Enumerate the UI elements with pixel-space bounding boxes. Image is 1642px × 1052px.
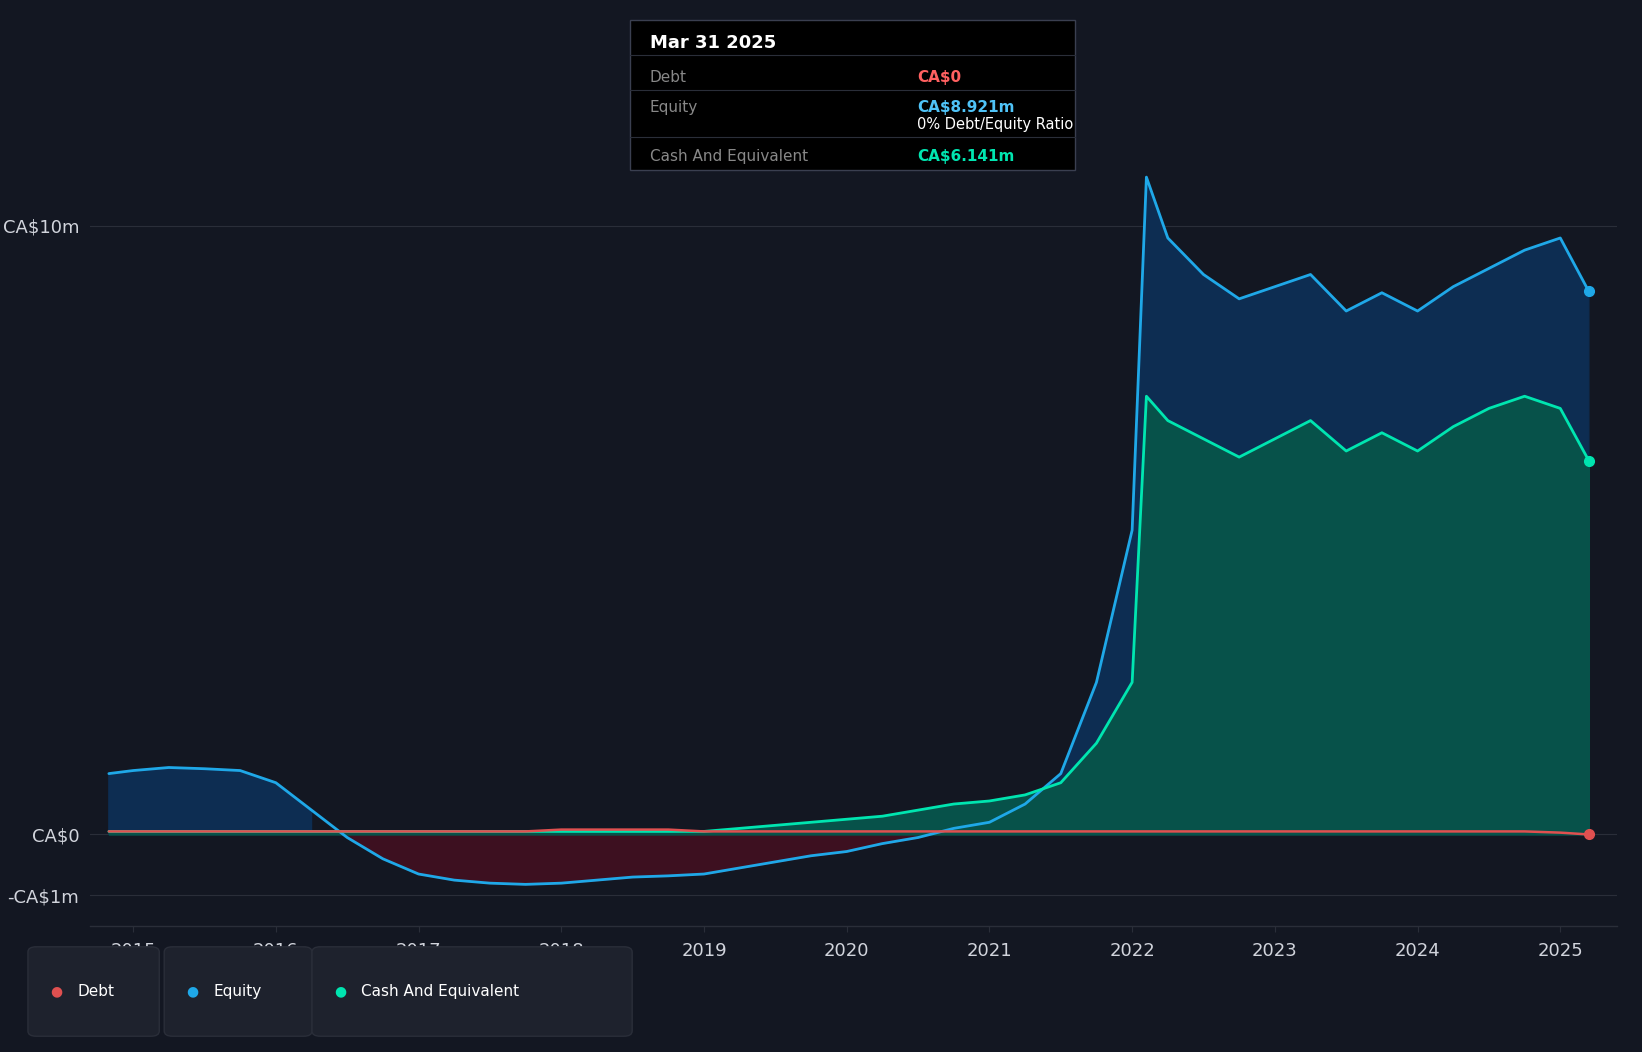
Text: Mar 31 2025: Mar 31 2025 [650, 34, 777, 53]
Text: CA$8.921m: CA$8.921m [918, 100, 1015, 115]
Text: Equity: Equity [650, 100, 698, 115]
Text: Equity: Equity [213, 984, 261, 999]
Text: 0% Debt/Equity Ratio: 0% Debt/Equity Ratio [918, 118, 1074, 133]
Text: ●: ● [49, 985, 62, 998]
Text: CA$0: CA$0 [918, 69, 962, 85]
Text: ●: ● [186, 985, 199, 998]
Text: Debt: Debt [650, 69, 686, 85]
Text: CA$6.141m: CA$6.141m [918, 149, 1015, 164]
Text: Cash And Equivalent: Cash And Equivalent [650, 149, 808, 164]
Text: Debt: Debt [77, 984, 115, 999]
Text: ●: ● [333, 985, 346, 998]
Text: Cash And Equivalent: Cash And Equivalent [361, 984, 519, 999]
